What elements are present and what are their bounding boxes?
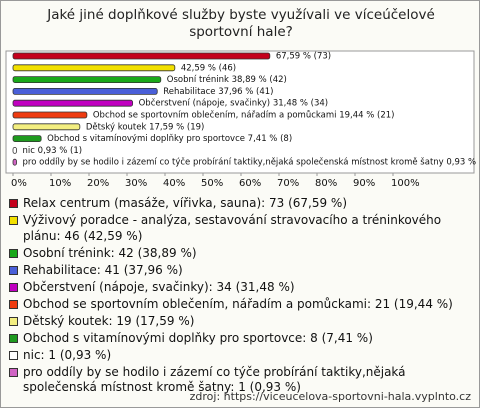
x-tick-label: 20% (87, 178, 109, 189)
value-label: Dětský koutek 17,59 % (19) (86, 122, 205, 132)
legend-label: Obchod se sportovním oblečením, nářadím … (23, 296, 453, 311)
bar (12, 76, 162, 83)
bar (12, 158, 17, 166)
legend-item: Obchod se sportovním oblečením, nářadím … (9, 297, 471, 313)
value-label: Občerstvení (nápoje, svačinky) 31,48 % (… (139, 98, 328, 109)
legend-item: Občerstvení (nápoje, svačinky): 34 (31,4… (9, 280, 471, 296)
x-tick-label: 90% (353, 178, 375, 189)
legend: Relax centrum (masáže, vířivka, sauna): … (9, 196, 471, 397)
x-tick-label: 10% (49, 178, 71, 189)
legend-swatch (9, 333, 18, 343)
legend-swatch (9, 350, 18, 360)
value-label: Rehabilitace 37,96 % (41) (163, 87, 273, 97)
legend-label: Občerstvení (nápoje, svačinky): 34 (31,4… (23, 279, 295, 294)
bar (12, 99, 134, 107)
x-tick-label: 30% (125, 178, 147, 189)
legend-swatch (9, 299, 18, 309)
bar (12, 146, 17, 154)
value-label: nic 0,93 % (1) (23, 146, 83, 156)
x-tick-label: 100% (391, 178, 420, 189)
legend-label: pro oddíly by se hodilo i zázemí co týče… (23, 364, 406, 395)
legend-item: Obchod s vitamínovými doplňky pro sporto… (9, 331, 471, 347)
legend-item: nic: 1 (0,93 %) (9, 348, 471, 364)
value-label: Osobní trénink 38,89 % (42) (167, 74, 287, 85)
x-tick-label: 50% (201, 178, 223, 189)
x-tick-label: 40% (163, 178, 185, 189)
value-label: Obchod s vitamínovými doplňky pro sporto… (47, 133, 292, 144)
legend-label: Obchod s vitamínovými doplňky pro sporto… (23, 330, 373, 345)
legend-label: Rehabilitace: 41 (37,96 %) (23, 262, 183, 277)
legend-label: Relax centrum (masáže, vířivka, sauna): … (23, 196, 348, 210)
value-label: 67,59 % (73) (276, 52, 331, 62)
bar (12, 52, 271, 60)
legend-label: Dětský koutek: 19 (17,59 %) (23, 313, 195, 328)
legend-item: Výživový poradce - analýza, sestavování … (9, 213, 471, 244)
legend-label: Výživový poradce - analýza, sestavování … (23, 213, 442, 243)
bar (12, 123, 81, 131)
bar (12, 135, 42, 143)
value-label: pro oddíly by se hodilo i zázemí co týče… (23, 157, 479, 168)
legend-swatch (9, 199, 18, 208)
chart: 0% 10% 20% 30% 40% 50% 60% 70% 80% 90% 100% 67,59 %… (5, 50, 479, 189)
x-tick-label: 0% (11, 178, 27, 189)
x-tick-label: 60% (239, 178, 261, 189)
legend-item: Osobní trénink: 42 (38,89 %) (9, 246, 471, 262)
value-label: Obchod se sportovním oblečením, nářadím … (93, 110, 395, 121)
legend-swatch (9, 265, 18, 275)
legend-swatch (9, 367, 18, 377)
value-label: 42,59 % (46) (181, 63, 236, 73)
bar (12, 64, 176, 72)
legend-item: pro oddíly by se hodilo i zázemí co týče… (9, 365, 471, 396)
source: zdroj: https://viceucelova-sportovni-hal… (189, 390, 471, 403)
legend-swatch (9, 216, 18, 225)
legend-swatch (9, 316, 18, 326)
legend-swatch (9, 248, 18, 258)
legend-swatch (9, 282, 18, 292)
legend-item: Rehabilitace: 41 (37,96 %) (9, 263, 471, 279)
bar (12, 111, 88, 119)
legend-label: Osobní trénink: 42 (38,89 %) (23, 245, 197, 260)
chart-title: Jaké jiné doplňkové služby byste využíva… (47, 7, 435, 40)
legend-item: Dětský koutek: 19 (17,59 %) (9, 314, 471, 330)
x-tick-label: 80% (315, 178, 337, 189)
legend-item: Relax centrum (masáže, vířivka, sauna): … (9, 196, 471, 212)
x-tick-label: 70% (277, 178, 299, 189)
legend-label: nic: 1 (0,93 %) (23, 347, 112, 362)
bar (12, 88, 158, 95)
